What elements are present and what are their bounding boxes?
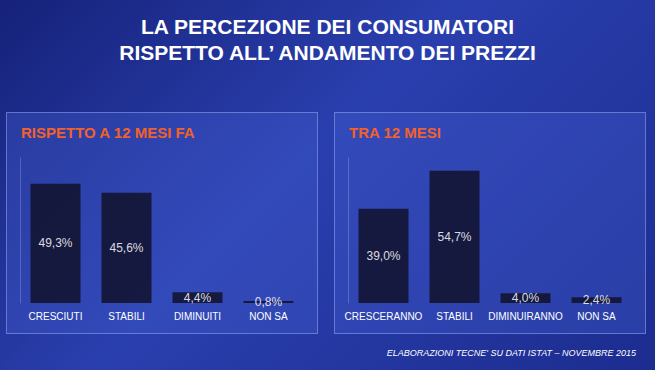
- svg-text:DIMINUITI: DIMINUITI: [174, 311, 221, 322]
- svg-text:STABILI: STABILI: [436, 311, 473, 322]
- svg-text:45,6%: 45,6%: [109, 241, 143, 255]
- svg-text:54,7%: 54,7%: [437, 230, 471, 244]
- svg-text:RISPETTO A 12 MESI FA: RISPETTO A 12 MESI FA: [21, 124, 195, 141]
- svg-text:39,0%: 39,0%: [366, 249, 400, 263]
- svg-text:CRESCIUTI: CRESCIUTI: [29, 311, 83, 322]
- svg-text:LA PERCEZIONE DEI CONSUMATORI: LA PERCEZIONE DEI CONSUMATORI: [141, 15, 514, 38]
- svg-text:0,8%: 0,8%: [255, 295, 283, 309]
- svg-text:RISPETTO ALL’ ANDAMENTO DEI PR: RISPETTO ALL’ ANDAMENTO DEI PREZZI: [119, 41, 536, 64]
- svg-text:ELABORAZIONI TECNE' SU DATI IS: ELABORAZIONI TECNE' SU DATI ISTAT – NOVE…: [387, 348, 637, 358]
- svg-text:DIMINUIRANNO: DIMINUIRANNO: [488, 311, 563, 322]
- svg-text:NON SA: NON SA: [577, 311, 616, 322]
- svg-text:2,4%: 2,4%: [583, 293, 611, 307]
- svg-text:4,0%: 4,0%: [512, 291, 540, 305]
- svg-text:NON SA: NON SA: [249, 311, 288, 322]
- svg-text:TRA 12 MESI: TRA 12 MESI: [349, 124, 441, 141]
- svg-text:4,4%: 4,4%: [184, 291, 212, 305]
- svg-text:CRESCERANNO: CRESCERANNO: [345, 311, 423, 322]
- svg-text:49,3%: 49,3%: [38, 236, 72, 250]
- svg-text:STABILI: STABILI: [108, 311, 145, 322]
